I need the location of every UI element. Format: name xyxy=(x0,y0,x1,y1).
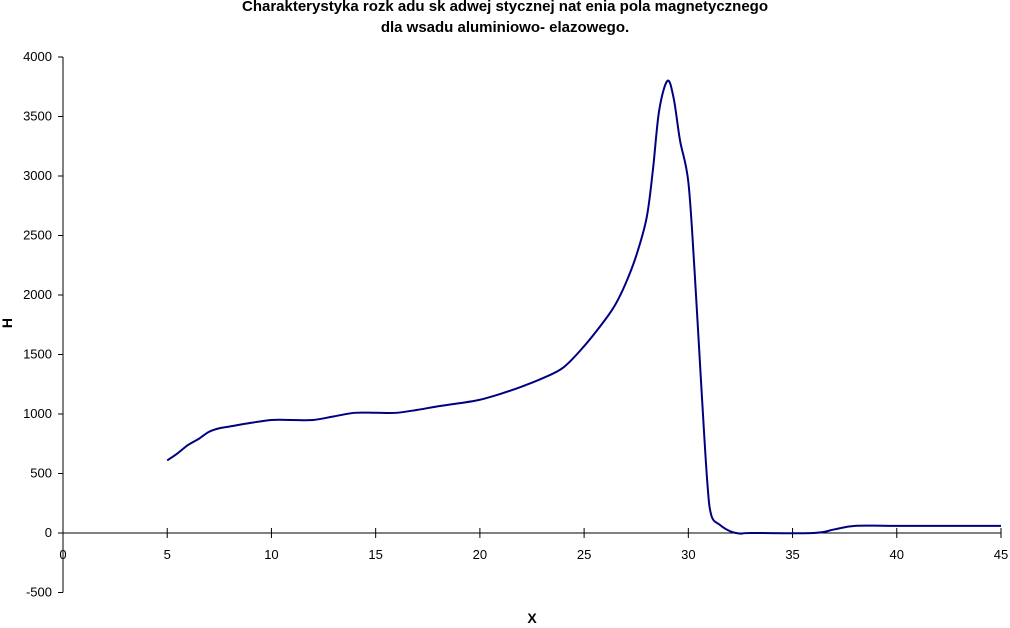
x-tick-label: 5 xyxy=(164,547,171,562)
y-tick-label: 2000 xyxy=(23,287,52,302)
y-tick-label: 500 xyxy=(30,466,52,481)
x-tick-label: 20 xyxy=(473,547,487,562)
y-tick-label: 3500 xyxy=(23,109,52,124)
x-axis-title: X xyxy=(527,610,537,626)
y-tick-label: 4000 xyxy=(23,49,52,64)
x-tick-label: 15 xyxy=(368,547,382,562)
y-tick-label: 2500 xyxy=(23,228,52,243)
chart-title-line1: Charakterystyka rozk adu sk adwej styczn… xyxy=(241,0,769,15)
x-tick-label: 10 xyxy=(264,547,278,562)
x-tick-label: 0 xyxy=(59,547,66,562)
y-axis-title: H xyxy=(0,318,15,328)
x-tick-label: 30 xyxy=(681,547,695,562)
chart-title-line2: dla wsadu aluminiowo- elazowego. xyxy=(380,19,630,36)
x-tick-label: 40 xyxy=(890,547,904,562)
x-tick-label: 45 xyxy=(994,547,1008,562)
y-tick-label: 0 xyxy=(45,525,52,540)
series-line-h xyxy=(166,79,1001,535)
y-tick-label: 1500 xyxy=(23,347,52,362)
y-tick-label: 1000 xyxy=(23,406,52,421)
y-tick-label: 3000 xyxy=(23,168,52,183)
x-tick-label: 35 xyxy=(785,547,799,562)
y-tick-label: -500 xyxy=(26,585,52,600)
x-tick-label: 25 xyxy=(577,547,591,562)
